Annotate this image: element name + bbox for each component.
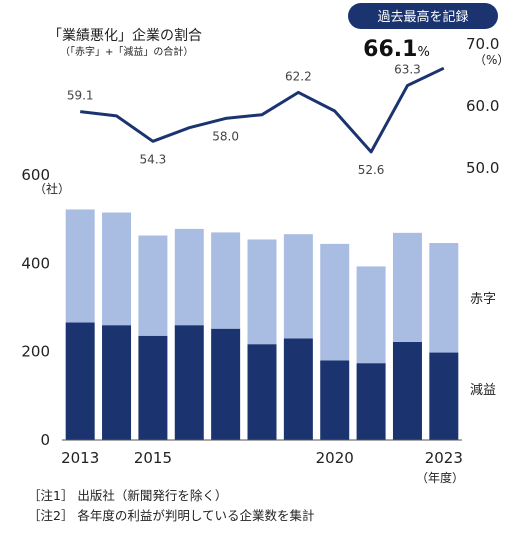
record-badge: 過去最高を記録: [348, 3, 498, 29]
data-label-2013: 59.1: [67, 89, 94, 103]
bar-akaji-2015: [138, 235, 168, 336]
bar-genshu-2020: [320, 360, 350, 440]
data-label-2019: 62.2: [285, 69, 312, 83]
bar-genshu-2023: [429, 352, 459, 440]
line-y-tick-60.0: 60.0: [466, 97, 499, 115]
bar-akaji-2021: [356, 266, 386, 364]
chart-title-group: 「業績悪化」企業の割合 （「赤字」+「減益」の合計）: [48, 27, 202, 58]
ratio-line: [80, 66, 445, 154]
bar-akaji-2019: [283, 234, 313, 339]
line-y-tick-50.0: 50.0: [466, 159, 499, 177]
data-label-2015: 54.3: [140, 152, 167, 166]
data-label-2022: 63.3: [394, 63, 421, 77]
legend-akaji: 赤字: [470, 292, 496, 307]
x-tick-2020: 2020: [316, 449, 354, 467]
bar-genshu-2017: [211, 328, 241, 440]
bar-genshu-2015: [138, 335, 168, 440]
y-axis-unit: （社）: [34, 181, 70, 196]
bar-akaji-2017: [211, 232, 241, 329]
x-tick-2015: 2015: [134, 449, 172, 467]
badge-text: 過去最高を記録: [377, 9, 468, 25]
footnote-1: ［注1］ 出版社（新聞発行を除く）: [28, 488, 228, 503]
bar-genshu-2021: [356, 363, 386, 440]
bar-genshu-2013: [65, 322, 95, 440]
bar-akaji-2023: [429, 243, 459, 353]
legend-genshu: 減益: [470, 382, 496, 398]
bar-genshu-2019: [283, 338, 313, 440]
data-label-2023: 66.1%: [363, 37, 430, 62]
chart-subtitle: （「赤字」+「減益」の合計）: [60, 45, 193, 58]
y-tick-200: 200: [21, 343, 50, 361]
bar-akaji-2013: [65, 209, 95, 323]
bars-layer: [65, 209, 459, 440]
data-label-2017: 58.0: [212, 129, 239, 143]
bar-akaji-2020: [320, 243, 350, 361]
footnotes: ［注1］ 出版社（新聞発行を除く） ［注2］ 各年度の利益が判明している企業数を…: [28, 486, 315, 526]
bar-akaji-2018: [247, 239, 277, 345]
line-y-tick-70.0: 70.0: [466, 35, 499, 53]
data-label-2021: 52.6: [358, 163, 385, 177]
y-tick-0: 0: [40, 431, 50, 449]
bar-genshu-2018: [247, 344, 277, 440]
footnote-2: ［注2］ 各年度の利益が判明している企業数を集計: [28, 508, 315, 523]
y-tick-600: 600: [21, 166, 50, 184]
x-tick-2013: 2013: [61, 449, 99, 467]
badge-background: [348, 3, 498, 29]
bar-akaji-2014: [102, 212, 132, 326]
x-axis-unit: （年度）: [416, 470, 464, 485]
x-tick-2023: 2023: [425, 449, 463, 467]
y-tick-400: 400: [21, 254, 50, 272]
line-y-unit: （%）: [474, 53, 509, 67]
bar-genshu-2022: [392, 341, 422, 440]
bar-akaji-2022: [392, 232, 422, 342]
chart-title: 「業績悪化」企業の割合: [48, 27, 202, 44]
bar-akaji-2016: [174, 228, 204, 326]
bar-genshu-2014: [102, 325, 132, 440]
bar-genshu-2016: [174, 325, 204, 440]
